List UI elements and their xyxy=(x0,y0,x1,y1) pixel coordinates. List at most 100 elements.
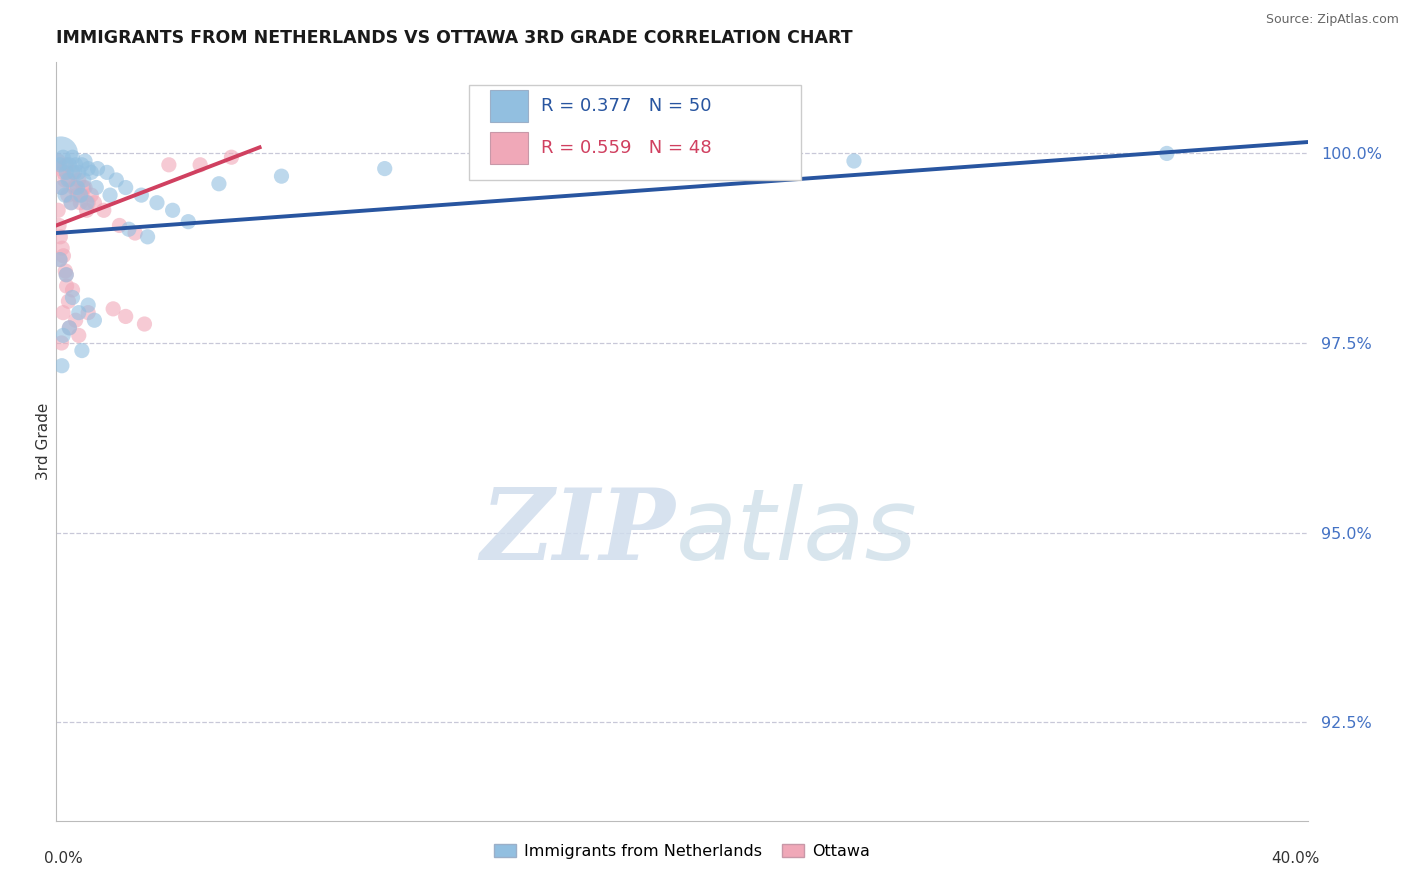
Point xyxy=(63,165,86,179)
Point xyxy=(1156,146,1178,161)
Point xyxy=(177,215,200,229)
Point xyxy=(56,188,79,202)
Point xyxy=(73,180,96,194)
Point xyxy=(51,241,73,255)
Text: ZIP: ZIP xyxy=(481,484,676,581)
Point xyxy=(60,195,83,210)
Point xyxy=(108,219,131,233)
Point xyxy=(58,158,80,172)
Point xyxy=(157,158,180,172)
Point xyxy=(67,165,90,179)
Point xyxy=(55,165,77,179)
Point xyxy=(69,195,91,210)
FancyBboxPatch shape xyxy=(491,90,529,121)
Point xyxy=(124,226,146,240)
Point xyxy=(83,195,105,210)
Point xyxy=(58,294,80,309)
Point xyxy=(63,180,86,194)
Point xyxy=(76,195,98,210)
Point xyxy=(49,161,72,176)
FancyBboxPatch shape xyxy=(491,132,529,164)
Point xyxy=(53,173,76,187)
Point xyxy=(56,173,79,187)
Point xyxy=(131,188,153,202)
Point xyxy=(51,180,73,194)
Point xyxy=(46,203,69,218)
Point xyxy=(188,158,211,172)
Point xyxy=(80,188,103,202)
Point xyxy=(270,169,292,184)
Point xyxy=(80,165,103,179)
Point xyxy=(101,301,124,316)
Point xyxy=(67,306,90,320)
Point xyxy=(72,180,94,194)
Point xyxy=(58,321,80,335)
Legend: Immigrants from Netherlands, Ottawa: Immigrants from Netherlands, Ottawa xyxy=(488,838,876,866)
Point xyxy=(49,158,72,172)
Point xyxy=(69,188,91,202)
Point xyxy=(114,310,136,324)
Point xyxy=(70,188,93,202)
Text: 0.0%: 0.0% xyxy=(44,851,83,866)
Point xyxy=(86,161,108,176)
Point xyxy=(84,180,107,194)
Point xyxy=(46,154,69,169)
FancyBboxPatch shape xyxy=(470,85,801,180)
Point xyxy=(58,321,80,335)
Point xyxy=(105,173,128,187)
Point xyxy=(49,252,72,267)
Point xyxy=(65,180,87,194)
Point xyxy=(52,165,75,179)
Point xyxy=(62,150,84,164)
Point xyxy=(70,343,93,358)
Point xyxy=(53,188,76,202)
Point xyxy=(52,249,75,263)
Y-axis label: 3rd Grade: 3rd Grade xyxy=(35,403,51,480)
Point xyxy=(93,203,115,218)
Point xyxy=(51,180,73,194)
Text: R = 0.377   N = 50: R = 0.377 N = 50 xyxy=(540,96,711,115)
Point xyxy=(77,195,100,210)
Point xyxy=(52,150,75,164)
Point xyxy=(70,158,93,172)
Point xyxy=(62,283,84,297)
Point xyxy=(77,298,100,312)
Text: R = 0.559   N = 48: R = 0.559 N = 48 xyxy=(540,139,711,157)
Point xyxy=(842,154,865,169)
Point xyxy=(114,180,136,194)
Point xyxy=(73,173,96,187)
Point xyxy=(530,158,553,172)
Point xyxy=(51,359,73,373)
Point xyxy=(162,203,184,218)
Point xyxy=(77,161,100,176)
Point xyxy=(53,264,76,278)
Point xyxy=(66,180,89,194)
Point xyxy=(52,306,75,320)
Point xyxy=(134,317,156,331)
Point xyxy=(98,188,121,202)
Point xyxy=(55,279,77,293)
Point xyxy=(221,150,243,164)
Point xyxy=(49,230,72,244)
Point xyxy=(51,336,73,351)
Point xyxy=(49,146,72,161)
Point xyxy=(76,203,98,218)
Point xyxy=(686,158,709,172)
Point xyxy=(77,306,100,320)
Text: Source: ZipAtlas.com: Source: ZipAtlas.com xyxy=(1265,13,1399,27)
Point xyxy=(55,268,77,282)
Point xyxy=(49,252,72,267)
Point xyxy=(65,158,87,172)
Point xyxy=(146,195,169,210)
Point xyxy=(374,161,396,176)
Point xyxy=(59,195,82,210)
Point xyxy=(67,328,90,343)
Point xyxy=(48,219,70,233)
Point xyxy=(83,313,105,327)
Point xyxy=(66,188,89,202)
Point xyxy=(67,173,90,187)
Point xyxy=(118,222,141,236)
Point xyxy=(62,291,84,305)
Text: IMMIGRANTS FROM NETHERLANDS VS OTTAWA 3RD GRADE CORRELATION CHART: IMMIGRANTS FROM NETHERLANDS VS OTTAWA 3R… xyxy=(56,29,853,47)
Point xyxy=(62,165,84,179)
